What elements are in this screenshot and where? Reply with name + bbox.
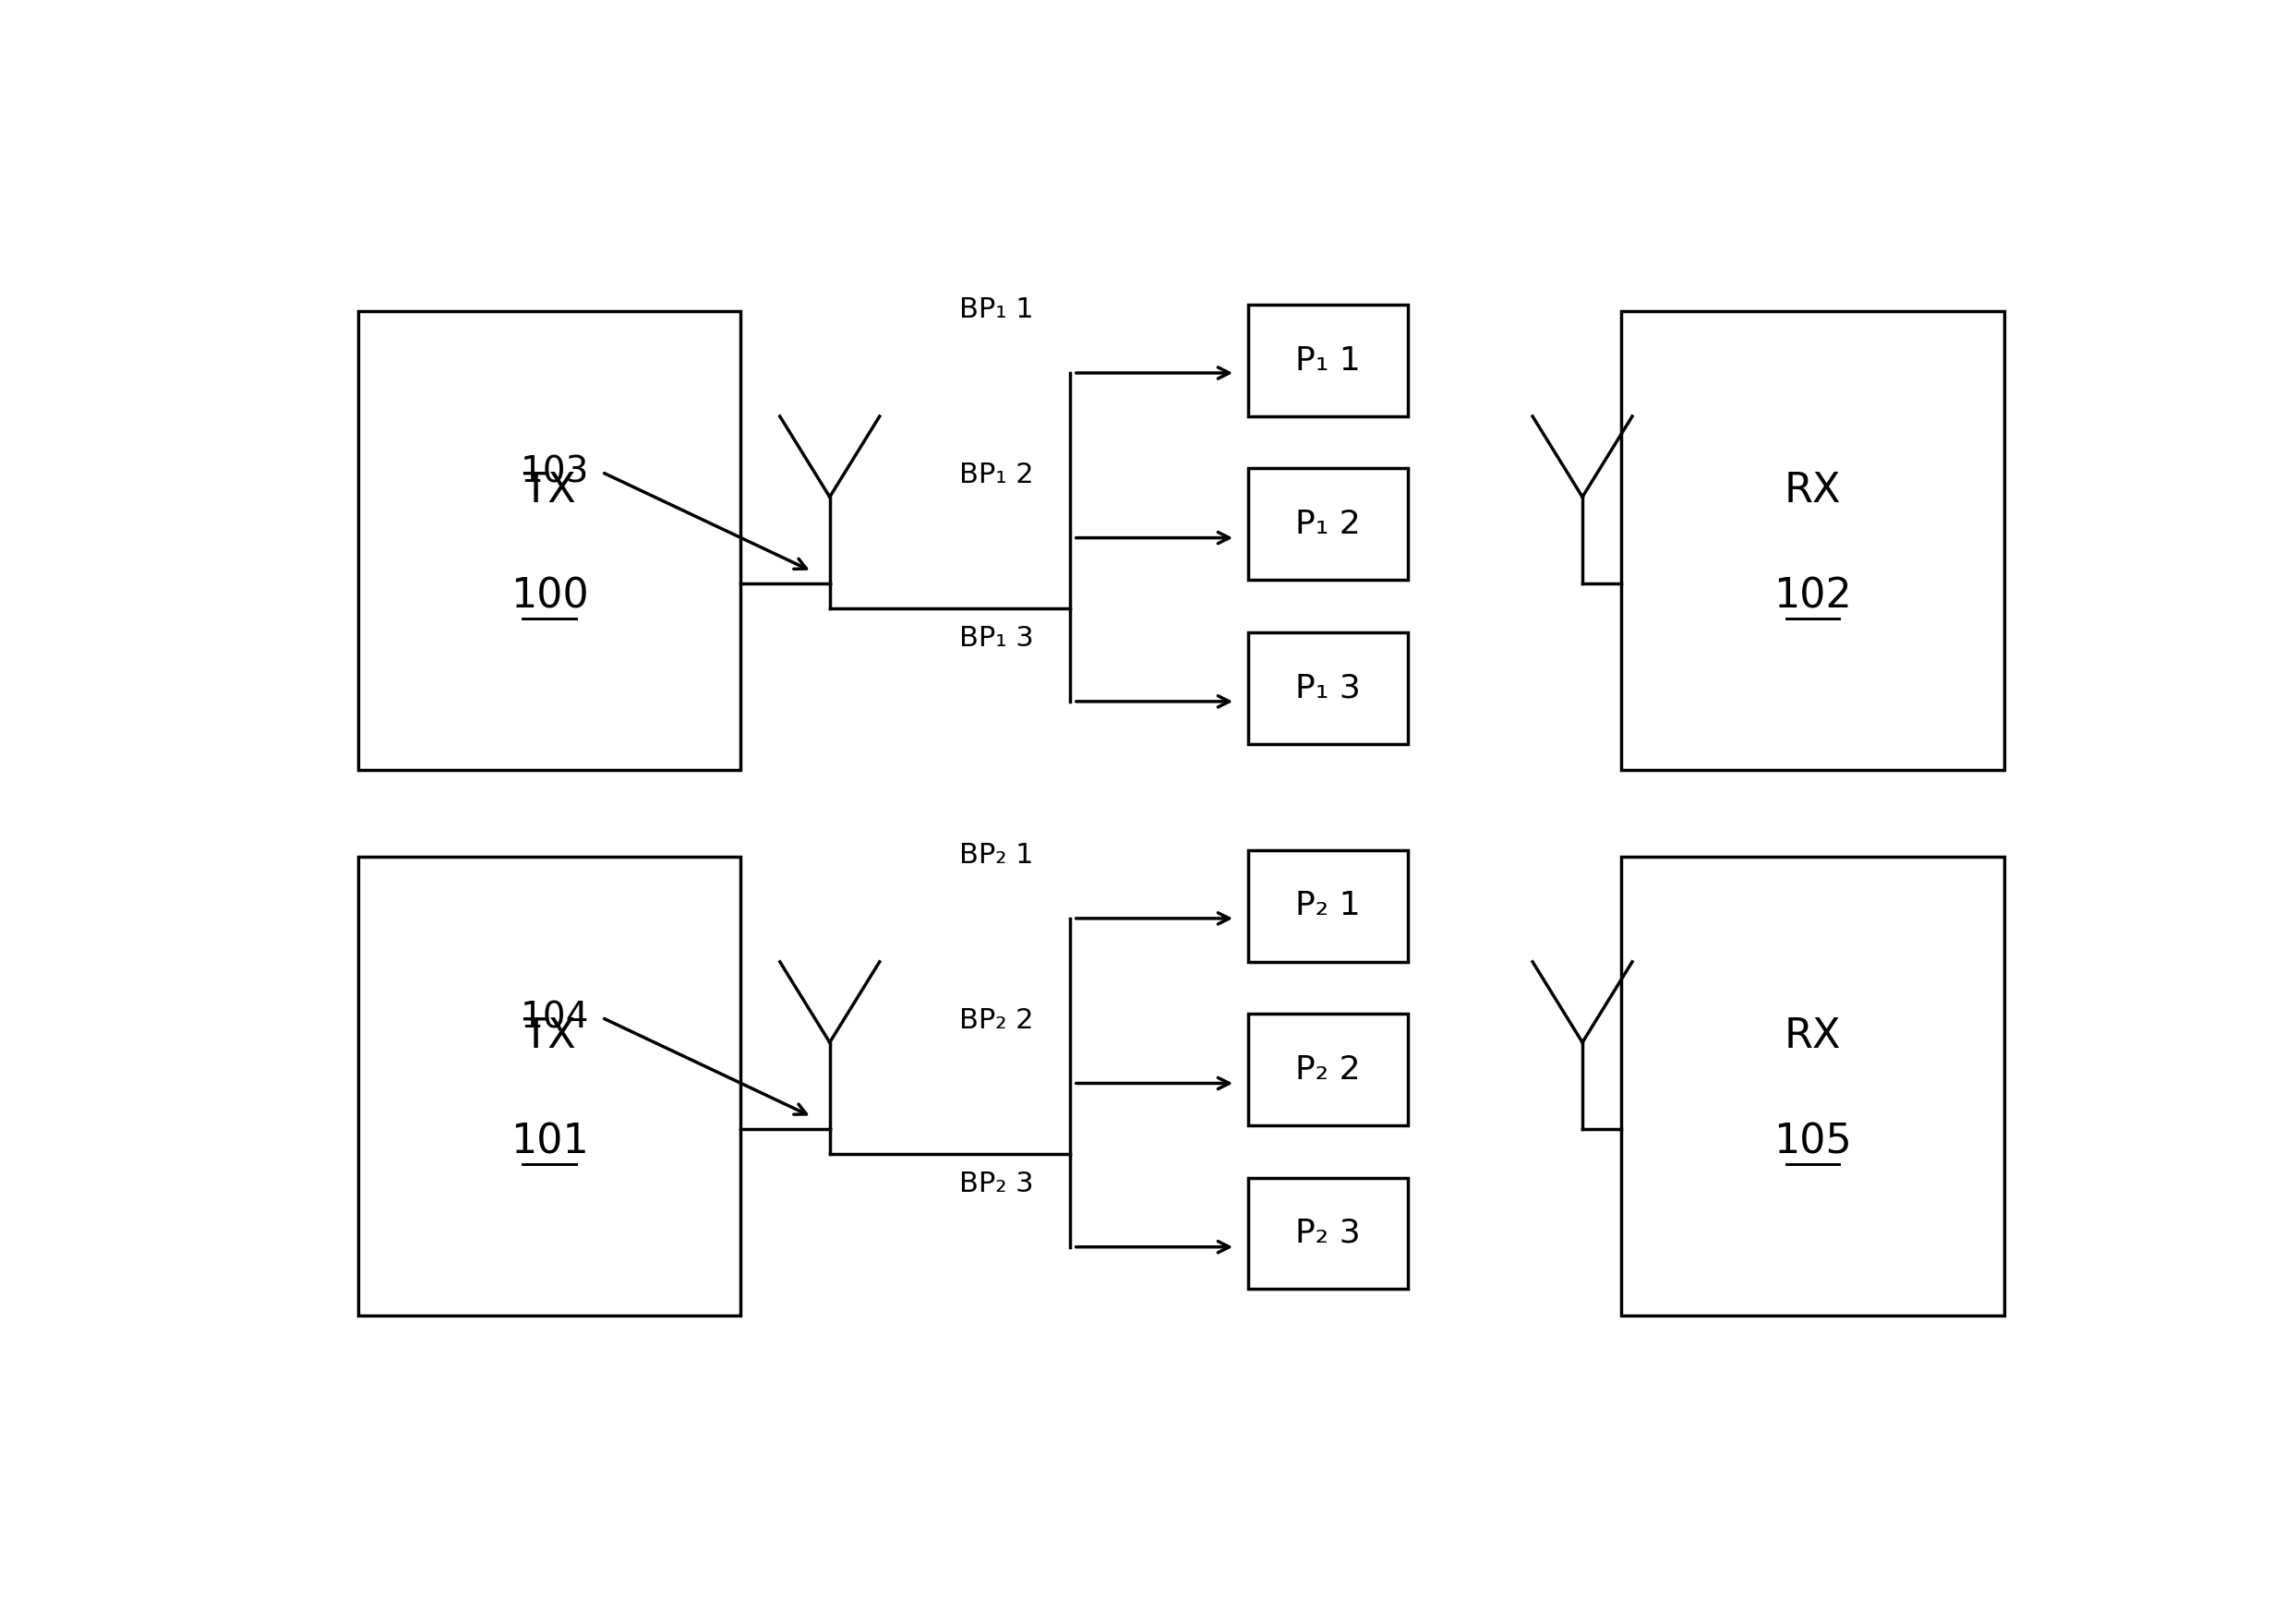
Bar (1249, 1177, 1407, 1290)
Bar (358, 311, 742, 770)
Text: P₁ 3: P₁ 3 (1295, 671, 1362, 704)
Text: BP₁ 3: BP₁ 3 (960, 625, 1033, 652)
Bar (1249, 304, 1407, 417)
Text: 101: 101 (510, 1122, 588, 1161)
Text: P₁ 2: P₁ 2 (1295, 509, 1362, 539)
Text: RX: RX (1784, 1016, 1841, 1056)
Bar (1249, 1014, 1407, 1125)
Text: RX: RX (1784, 470, 1841, 510)
Bar (1249, 633, 1407, 744)
Text: 105: 105 (1775, 1122, 1853, 1161)
Text: P₂ 2: P₂ 2 (1295, 1055, 1362, 1085)
Text: 104: 104 (521, 1000, 590, 1035)
Text: BP₂ 3: BP₂ 3 (960, 1170, 1033, 1198)
Bar (1249, 469, 1407, 580)
Bar (358, 857, 742, 1315)
Text: P₂ 1: P₂ 1 (1295, 890, 1362, 921)
Text: BP₂ 1: BP₂ 1 (960, 842, 1033, 869)
Text: BP₂ 2: BP₂ 2 (960, 1006, 1033, 1034)
Text: 100: 100 (510, 576, 588, 617)
Text: 103: 103 (521, 454, 590, 489)
Bar (1621, 857, 2004, 1315)
Text: 102: 102 (1773, 576, 1853, 617)
Bar (1621, 311, 2004, 770)
Text: TX: TX (523, 1016, 576, 1056)
Text: P₂ 3: P₂ 3 (1295, 1217, 1362, 1249)
Bar (1249, 850, 1407, 961)
Text: BP₁ 2: BP₁ 2 (960, 462, 1033, 488)
Text: TX: TX (523, 470, 576, 510)
Text: BP₁ 1: BP₁ 1 (960, 296, 1033, 324)
Text: P₁ 1: P₁ 1 (1295, 345, 1362, 377)
